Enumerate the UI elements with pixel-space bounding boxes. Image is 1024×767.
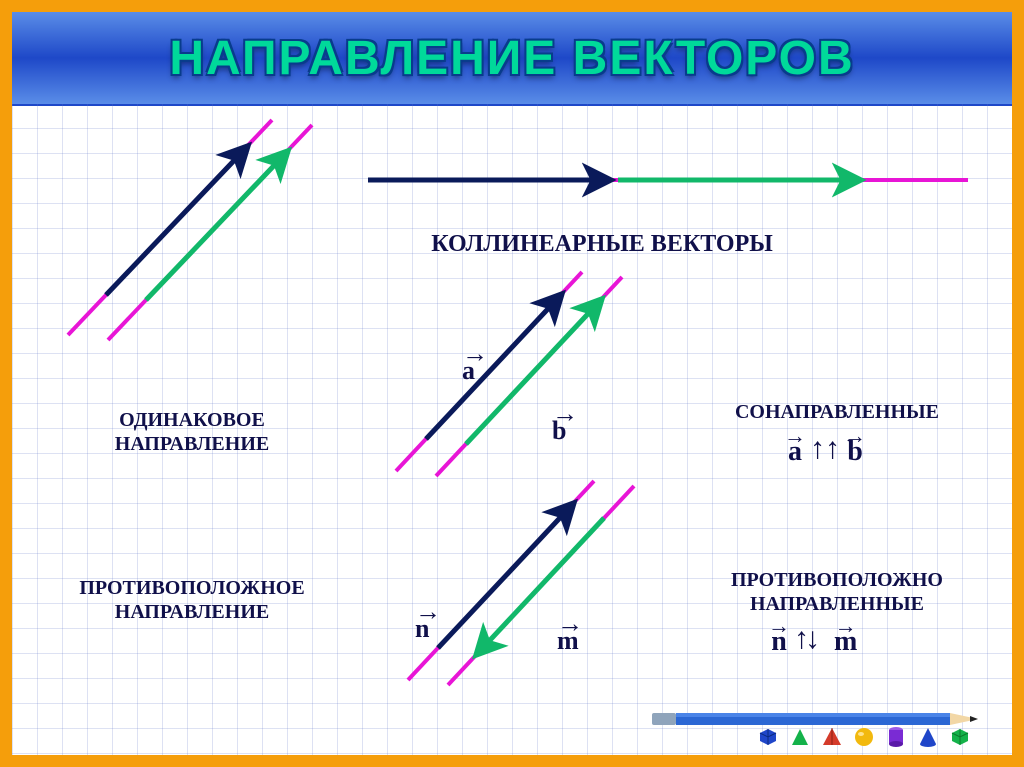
prism-icon — [788, 725, 812, 749]
slide-frame: НАПРАВЛЕНИЕ ВЕКТОРОВ КОЛЛИ — [0, 0, 1024, 767]
cylinder-icon — [884, 725, 908, 749]
vector-label-b: → b — [552, 410, 578, 446]
label-codirected: СОНАПРАВЛЕННЫЕ — [702, 400, 972, 424]
decorative-shapes-row — [756, 725, 972, 749]
vector-label-n: → n — [415, 608, 441, 644]
sphere-icon — [852, 725, 876, 749]
title-banner: НАПРАВЛЕНИЕ ВЕКТОРОВ — [12, 12, 1012, 106]
vector — [146, 153, 286, 300]
label-line: НАПРАВЛЕНИЕ — [115, 601, 269, 623]
vector — [106, 148, 246, 295]
vector-label-m: → m — [557, 620, 583, 656]
label-line: ОДИНАКОВОЕ — [119, 409, 265, 431]
vector-name: n — [771, 629, 787, 654]
label-same-direction: ОДИНАКОВОЕ НАПРАВЛЕНИЕ — [72, 408, 312, 456]
label-line: НАПРАВЛЕНИЕ — [115, 433, 269, 455]
vector-name: n — [415, 614, 429, 643]
notation-vec-left: → n — [768, 624, 790, 654]
vector-name: a — [462, 356, 475, 385]
page-title: НАПРАВЛЕНИЕ ВЕКТОРОВ — [169, 31, 854, 86]
vector-name: b — [552, 416, 566, 445]
label-line: НАПРАВЛЕННЫЕ — [750, 593, 924, 615]
vector-name: a — [788, 439, 802, 464]
vector-label-a: → a — [462, 350, 488, 386]
notation-vec-right: → m — [834, 624, 857, 654]
cube-icon — [948, 725, 972, 749]
notation-codirected: → a ↑↑ → b — [784, 432, 866, 466]
vector-name: m — [834, 629, 857, 654]
opposite-arrows-icon: ↑↓ — [794, 622, 816, 656]
label-opposite-directed: ПРОТИВОПОЛОЖНО НАПРАВЛЕННЫЕ — [702, 568, 972, 616]
notation-vec-right: → b — [844, 434, 866, 464]
codirected-arrows-icon: ↑↑ — [810, 432, 840, 466]
label-line: ПРОТИВОПОЛОЖНО — [731, 569, 943, 591]
notation-opposite: → n ↑↓ → m — [768, 622, 857, 656]
notation-vec-left: → a — [784, 434, 806, 464]
vector-name: b — [847, 439, 863, 464]
vector-name: m — [557, 626, 579, 655]
label-opposite-direction: ПРОТИВОПОЛОЖНОЕ НАПРАВЛЕНИЕ — [52, 576, 332, 624]
label-collinear: КОЛЛИНЕАРНЫЕ ВЕКТОРЫ — [352, 230, 852, 259]
pyramid-icon — [820, 725, 844, 749]
cube-icon — [756, 725, 780, 749]
label-line: ПРОТИВОПОЛОЖНОЕ — [79, 577, 304, 599]
cone-icon — [916, 725, 940, 749]
